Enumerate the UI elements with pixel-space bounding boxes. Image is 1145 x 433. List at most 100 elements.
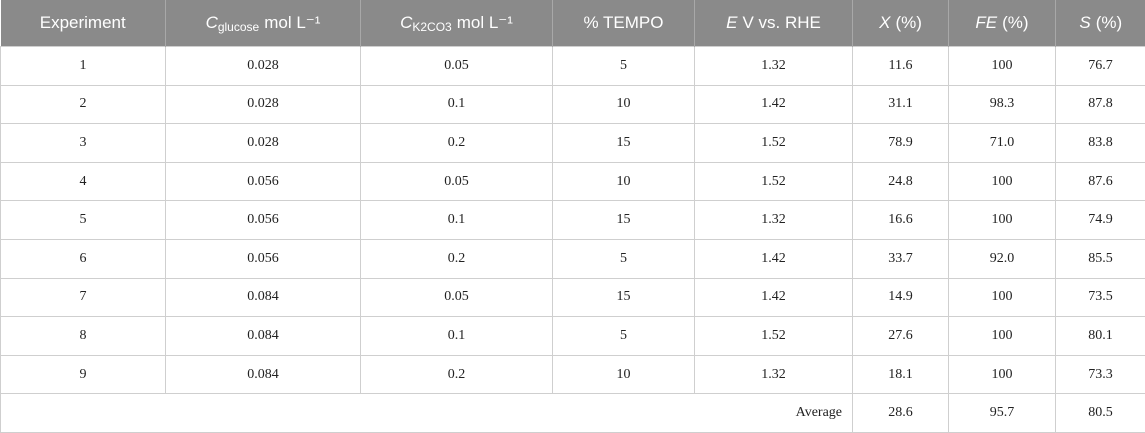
header-text: (%) [1095, 13, 1123, 32]
column-header: % TEMPO [552, 0, 695, 47]
column-header: CK2CO3 mol L⁻¹ [360, 0, 553, 47]
column-header: FE (%) [948, 0, 1056, 47]
table-cell: 31.1 [852, 84, 949, 125]
table-cell: 87.6 [1055, 161, 1145, 202]
header-text: (%) [895, 13, 922, 32]
header-text: Experiment [39, 13, 126, 32]
table-cell: 100 [948, 161, 1056, 202]
column-header: Cglucose mol L⁻¹ [165, 0, 361, 47]
table-row: 3 0.028 0.2 15 1.52 78.9 71.0 83.8 [0, 123, 1145, 163]
header-symbol: C [400, 13, 413, 32]
table-cell: 0.2 [360, 238, 553, 279]
table-cell: 100 [948, 277, 1056, 318]
table-cell: 0.05 [360, 277, 553, 318]
table-cell: 87.8 [1055, 84, 1145, 125]
table-cell: 5 [0, 200, 166, 240]
table-row: 9 0.084 0.2 10 1.32 18.1 100 73.3 [0, 354, 1145, 395]
table-cell: 0.1 [360, 84, 553, 125]
table-cell: 15 [552, 123, 695, 163]
table-cell: 0.084 [165, 316, 361, 356]
table-cell: 33.7 [852, 238, 949, 279]
table-row: 4 0.056 0.05 10 1.52 24.8 100 87.6 [0, 161, 1145, 202]
table-cell: 78.9 [852, 123, 949, 163]
table-cell: 98.3 [948, 84, 1056, 125]
header-subscript: K2CO3 [412, 20, 452, 34]
average-label: Average [0, 393, 853, 433]
header-symbol: S [1079, 13, 1091, 32]
table-cell: 76.7 [1055, 46, 1145, 86]
table-cell: 0.2 [360, 123, 553, 163]
table-cell: 2 [0, 84, 166, 125]
table-cell: 100 [948, 200, 1056, 240]
table-cell: 1.42 [694, 238, 853, 279]
table-cell: 85.5 [1055, 238, 1145, 279]
table-cell: 100 [948, 354, 1056, 395]
table-cell: 0.084 [165, 354, 361, 395]
table-cell: 4 [0, 161, 166, 202]
table-cell: 0.084 [165, 277, 361, 318]
table-cell: 16.6 [852, 200, 949, 240]
table-row: 5 0.056 0.1 15 1.32 16.6 100 74.9 [0, 200, 1145, 240]
table-cell: 83.8 [1055, 123, 1145, 163]
table-body: 1 0.028 0.05 5 1.32 11.6 100 76.7 2 0.028 0.1 10 1.4… [0, 46, 1145, 433]
table-row: 6 0.056 0.2 5 1.42 33.7 92.0 85.5 [0, 238, 1145, 279]
table-cell: 14.9 [852, 277, 949, 318]
table-cell: 11.6 [852, 46, 949, 86]
table-cell: 100 [948, 46, 1056, 86]
table-cell: 0.05 [360, 161, 553, 202]
header-symbol: E [726, 13, 738, 32]
table-row: 1 0.028 0.05 5 1.32 11.6 100 76.7 [0, 46, 1145, 86]
table-cell: 8 [0, 316, 166, 356]
header-subscript: glucose [217, 20, 260, 34]
table-cell: 1.42 [694, 277, 853, 318]
table-cell: 7 [0, 277, 166, 318]
table-cell: 0.056 [165, 161, 361, 202]
table-cell: 18.1 [852, 354, 949, 395]
table-cell: 0.056 [165, 200, 361, 240]
table-cell: 10 [552, 354, 695, 395]
average-cell: 80.5 [1055, 393, 1145, 433]
table-cell: 1.52 [694, 316, 853, 356]
table-cell: 27.6 [852, 316, 949, 356]
table-cell: 6 [0, 238, 166, 279]
table-cell: 1.32 [694, 46, 853, 86]
table-cell: 0.2 [360, 354, 553, 395]
header-text: % TEMPO [583, 13, 664, 32]
table-cell: 1.52 [694, 161, 853, 202]
header-symbol: X [879, 13, 891, 32]
table-cell: 1.42 [694, 84, 853, 125]
header-row: Experiment Cglucose mol L⁻¹ CK2CO3 mol L⁻¹ % … [0, 0, 1145, 47]
average-cell: 95.7 [948, 393, 1056, 433]
header-text: mol L⁻¹ [264, 13, 321, 32]
table-cell: 73.5 [1055, 277, 1145, 318]
average-cell: 28.6 [852, 393, 949, 433]
table-cell: 1.52 [694, 123, 853, 163]
table-cell: 0.028 [165, 123, 361, 163]
header-symbol: FE [975, 13, 998, 32]
table-cell: 0.056 [165, 238, 361, 279]
table-row: 8 0.084 0.1 5 1.52 27.6 100 80.1 [0, 316, 1145, 356]
table-cell: 10 [552, 161, 695, 202]
table-cell: 15 [552, 277, 695, 318]
table-cell: 0.05 [360, 46, 553, 86]
column-header: S (%) [1055, 0, 1145, 47]
table-cell: 15 [552, 200, 695, 240]
table-row: 7 0.084 0.05 15 1.42 14.9 100 73.5 [0, 277, 1145, 318]
table-cell: 0.1 [360, 200, 553, 240]
table-cell: 1 [0, 46, 166, 86]
table-cell: 9 [0, 354, 166, 395]
table-cell: 100 [948, 316, 1056, 356]
table-cell: 1.32 [694, 200, 853, 240]
table-cell: 10 [552, 84, 695, 125]
header-text: (%) [1002, 13, 1029, 32]
column-header: X (%) [852, 0, 949, 47]
table-cell: 3 [0, 123, 166, 163]
table-cell: 73.3 [1055, 354, 1145, 395]
table-cell: 0.1 [360, 316, 553, 356]
table-cell: 5 [552, 316, 695, 356]
header-symbol: C [205, 13, 218, 32]
table-cell: 0.028 [165, 46, 361, 86]
